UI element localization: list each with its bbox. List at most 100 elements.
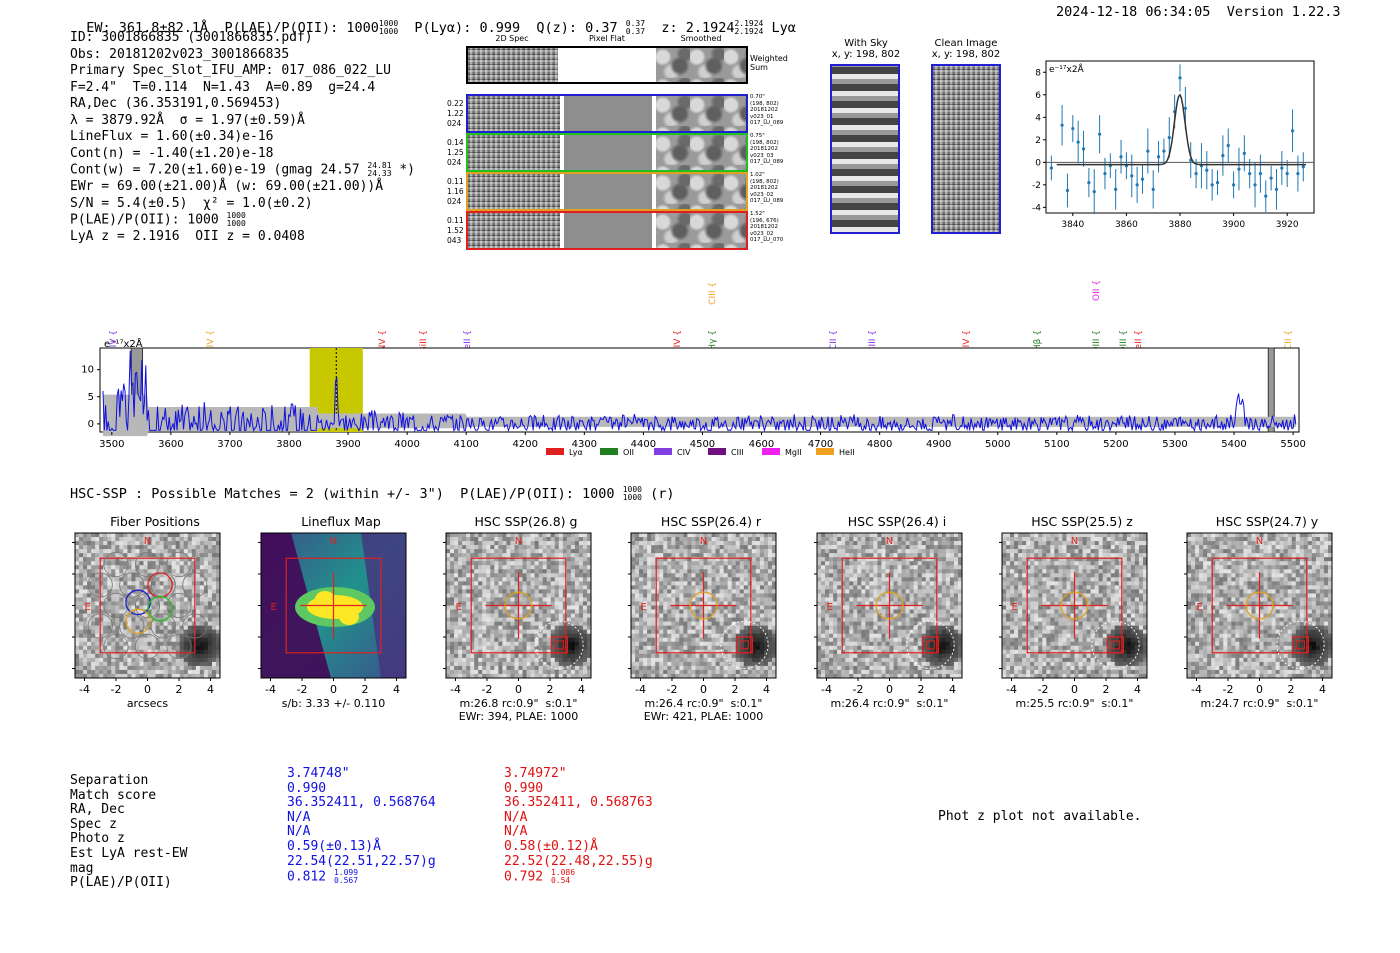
- zoom-y-axis: 8 6 4 2 0 -2 -4: [1032, 68, 1046, 213]
- fiber-circle: [166, 551, 192, 578]
- col-title-smoothed: Smoothed: [680, 34, 722, 43]
- zoom-data-point: [1167, 135, 1171, 140]
- legend-swatch: [762, 448, 780, 455]
- zoom-data-point: [1049, 166, 1053, 170]
- match-box-inner: [1296, 640, 1305, 650]
- panel-pixel-image: [1002, 533, 1148, 679]
- north-label: N: [515, 536, 522, 547]
- z-line: Lyα: [771, 20, 796, 36]
- zoom-data-point: [1242, 151, 1246, 155]
- panel-x-tick-label: -2: [110, 683, 121, 696]
- zoom-data-point: [1146, 149, 1150, 153]
- panel-x-tick-label: -4: [1006, 683, 1017, 696]
- cutout-2dspec: [468, 174, 560, 209]
- match-box-outer: [735, 636, 753, 654]
- panel-xlabel: m:26.4 rc:0.9" s:0.1": [830, 697, 949, 710]
- panel-x-tick-label: -2: [1222, 683, 1233, 696]
- cutout-2dspec: [468, 135, 560, 170]
- legend-label: MgII: [785, 448, 802, 457]
- with-sky-title: With Sky: [844, 38, 888, 49]
- cutout-row: [466, 172, 748, 211]
- panel-x-tick-label: 4: [578, 683, 585, 696]
- zoom-data-point: [1119, 155, 1123, 159]
- panel-x-tick-label: 2: [176, 683, 183, 696]
- clean-title: Clean Image: [934, 38, 998, 49]
- zoom-data-point: [1151, 187, 1155, 191]
- cutout-pixelflat: [564, 213, 652, 248]
- legend-label: HeII: [839, 448, 855, 457]
- weighted-sum-row: [466, 46, 748, 84]
- info-ewr: EWr = 69.00(±21.00)Å (w: 69.00(±21.00))Å: [70, 179, 384, 194]
- match-cell: N/A: [287, 824, 311, 840]
- cutout-row-info: 0.70" (198, 802) 20181202 v023_01 017_LU…: [750, 94, 784, 126]
- cutout-row-info: 0.75" (198, 802) 20181202 v023_03 017_LU…: [750, 133, 784, 165]
- zoom-data-point: [1156, 155, 1161, 159]
- spectrum-x-tick-label: 5300: [1162, 439, 1187, 450]
- spectrum-x-tick-label: 4300: [572, 439, 597, 450]
- match-table-col1: 3.74748" 0.990 36.352411, 0.568764 N/A N/A 0.…: [287, 766, 436, 885]
- search-box: [1026, 557, 1123, 654]
- match-box-inner: [555, 640, 564, 650]
- panel-title: HSC SSP(26.8) g: [474, 514, 578, 529]
- match-row-label: mag: [70, 860, 94, 876]
- north-label: N: [700, 536, 707, 547]
- match-row-label: Photo z: [70, 831, 125, 847]
- cutout-row-stats: 0.11 1.16 024: [447, 177, 464, 206]
- zoom-y-tick-label: -4: [1032, 203, 1041, 213]
- spectrum-x-tick-label: 5200: [1103, 439, 1128, 450]
- aperture-circle: [875, 591, 904, 620]
- spectrum-x-tick-label: 3500: [99, 439, 124, 450]
- with-sky-title-block: With Sky x, y: 198, 802: [826, 38, 906, 60]
- info-radec: RA,Dec (36.353191,0.569453): [70, 96, 282, 111]
- zoom-data-point: [1135, 183, 1139, 187]
- spectrum-x-tick-label: 3800: [276, 439, 301, 450]
- zoom-data-point: [1296, 171, 1300, 176]
- info-wave: λ = 3879.92Å σ = 1.97(±0.59)Å: [70, 112, 305, 128]
- aperture-circle: [504, 591, 533, 620]
- aperture-circle: [1245, 591, 1274, 620]
- match-cell: N/A: [504, 824, 528, 840]
- east-label: E: [1196, 602, 1202, 613]
- info-primary: Primary Spec_Slot_IFU_AMP: 017_086_022_L…: [70, 63, 391, 78]
- zoom-data-point: [1253, 183, 1257, 187]
- panel-x-tick-label: 2: [1288, 683, 1295, 696]
- match-box-outer: [1106, 636, 1124, 654]
- zoom-data-point: [1205, 168, 1209, 172]
- clean-xy: x, y: 198, 802: [931, 49, 1001, 60]
- panel-x-tick-label: 2: [732, 683, 739, 696]
- panel-x-tick-label: 2: [362, 683, 369, 696]
- panel-xlabel: arcsecs: [126, 697, 169, 710]
- spectrum-x-tick-label: 5500: [1280, 439, 1305, 450]
- spectrum-x-tick-label: 4700: [808, 439, 833, 450]
- zoom-data-point: [1258, 171, 1262, 176]
- spectrum-x-axis: 3500 3600 3700 3800 3900 4000 4100 4200 4300 4400…: [99, 432, 1306, 450]
- match-row-label: Est LyA rest-EW: [70, 845, 188, 861]
- matches-header: HSC-SSP : Possible Matches = 2 (within +…: [70, 485, 675, 503]
- legend-label: CIV: [677, 448, 691, 457]
- spectrum-y-axis: 10 5 0: [81, 365, 100, 430]
- east-label: E: [1011, 602, 1017, 613]
- match-cell: 0.990: [287, 780, 327, 796]
- zoom-data-point: [1092, 190, 1096, 194]
- panel-pixel-image: [1187, 533, 1333, 679]
- zoom-data-point: [1076, 140, 1080, 144]
- zoom-data-point: [1087, 181, 1091, 185]
- panel-title: HSC SSP(26.4) i: [847, 514, 947, 529]
- zoom-y-tick-label: 6: [1035, 91, 1041, 101]
- spectrum-x-tick-label: 4600: [749, 439, 774, 450]
- fiber-circle: [166, 592, 192, 619]
- zoom-fit-curve: [1056, 93, 1306, 166]
- fiber-circle: [119, 572, 145, 598]
- zoom-data-point: [1210, 183, 1214, 187]
- match-row-label: Match score: [70, 787, 157, 803]
- zoom-data-point: [1183, 106, 1187, 110]
- zoom-y-tick-label: 4: [1035, 113, 1041, 123]
- panel-x-tick-label: -4: [265, 683, 276, 696]
- spectrum-x-tick-label: 3700: [217, 439, 242, 450]
- zoom-data-point: [1226, 143, 1230, 148]
- weighted-2dspec: [468, 48, 558, 82]
